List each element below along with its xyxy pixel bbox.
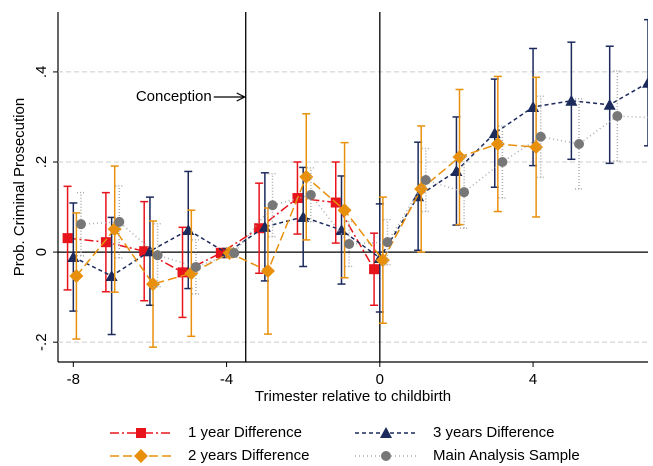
legend-item: Main Analysis Sample [355,447,580,464]
marker [414,182,429,197]
x-tick-label: -4 [220,371,233,388]
x-tick-label: 4 [529,371,537,388]
marker [459,187,470,198]
marker [344,238,355,249]
error-bar [345,220,354,268]
error-bar [421,147,430,213]
legend-marker [136,428,146,438]
legend-marker [380,427,392,438]
marker [62,233,73,244]
legend-item: 2 years Difference [110,447,309,464]
marker [215,247,226,258]
marker [114,216,125,227]
marker [177,267,188,278]
legend-marker [134,449,148,463]
legend-label: Main Analysis Sample [433,447,580,464]
x-tick-label: -8 [67,371,80,388]
marker [612,111,623,122]
legend-item: 3 years Difference [355,424,554,441]
error-bar [383,218,392,266]
marker [299,169,314,184]
marker [139,246,150,257]
series-line [72,82,648,277]
marker [100,237,111,248]
y-tick-label: .4 [33,66,50,79]
legend-label: 3 years Difference [433,424,554,441]
error-bar [268,172,277,238]
marker [152,250,163,261]
y-tick-label: 0 [33,248,50,256]
marker [535,131,546,142]
marker [565,94,578,106]
marker [267,200,278,211]
marker [182,224,195,236]
marker [254,223,265,234]
marker [260,264,275,279]
marker [529,140,544,155]
marker [574,138,585,149]
series-line [67,197,375,274]
marker [642,76,648,88]
plot-area [62,18,648,348]
marker [490,136,505,151]
marker [305,189,316,200]
marker [105,269,118,281]
annotation: Conception [136,88,212,105]
y-axis-label: Prob. Criminal Prosecution [11,98,28,276]
marker [420,175,431,186]
error-bar [153,222,162,288]
marker [497,157,508,167]
error-bar [644,18,648,147]
y-tick-label: .2 [33,156,50,169]
legend-item: 1 year Difference [110,424,302,441]
plot-frame [58,12,648,362]
annotation-arrowhead [236,92,247,102]
legend-marker [381,451,391,461]
marker [229,247,240,258]
marker [375,253,390,268]
legend-label: 2 years Difference [188,447,309,464]
marker [450,165,463,177]
x-tick-label: 0 [376,371,384,388]
series-line [80,115,648,268]
marker [337,203,352,218]
x-axis-label: Trimester relative to childbirth [255,388,451,405]
error-bar [536,95,545,179]
marker [603,98,616,110]
marker [75,219,86,230]
legend-label: 1 year Difference [188,424,302,441]
marker [527,101,540,113]
marker [146,277,161,292]
marker [69,268,84,283]
marker [382,237,393,248]
marker [488,127,501,139]
marker [369,264,380,275]
marker [297,210,310,222]
error-bar [76,191,85,257]
y-tick-label: -.2 [33,333,50,351]
marker [452,150,467,165]
marker [190,261,201,272]
